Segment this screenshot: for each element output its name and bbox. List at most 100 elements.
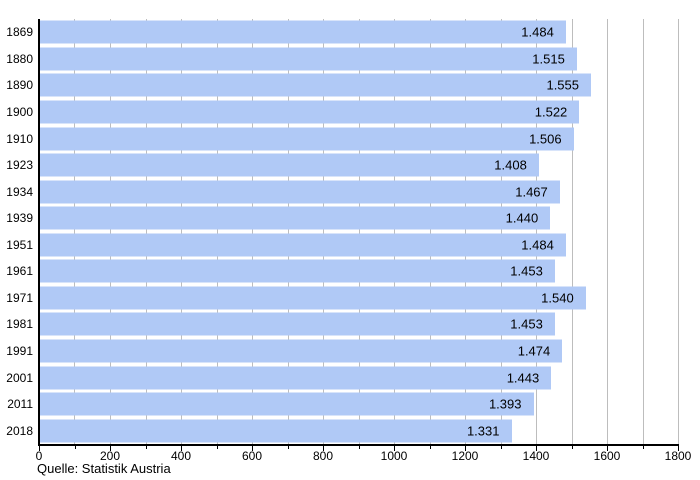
x-tick-major <box>110 446 111 451</box>
year-label: 1951 <box>6 237 33 252</box>
bar-value-label: 1.555 <box>546 77 580 93</box>
bar-value-label: 1.393 <box>488 396 522 412</box>
bar-rows: 1869 1.484 1880 1.515 1890 1.555 1900 1.522 1910… <box>0 19 678 444</box>
bar-row: 1910 1.506 <box>0 125 678 152</box>
year-label: 1923 <box>6 158 33 173</box>
x-tick-label: 1800 <box>664 449 692 463</box>
y-axis-line <box>38 19 40 444</box>
gridline <box>109 19 111 444</box>
year-label: 2001 <box>6 370 33 385</box>
year-label: 1900 <box>6 104 33 119</box>
x-tick-minor <box>287 446 289 449</box>
bar-row: 1961 1.453 <box>0 258 678 285</box>
bar-value-label: 1.440 <box>505 210 539 226</box>
bar-area: 1.453 <box>39 258 678 285</box>
bar: 1.484 <box>39 20 566 44</box>
bar-value-label: 1.443 <box>506 370 540 386</box>
bar: 1.331 <box>39 419 512 443</box>
bar-area: 1.440 <box>39 205 678 232</box>
bar: 1.467 <box>39 180 560 204</box>
year-label: 1939 <box>6 211 33 226</box>
gridline-layer <box>39 19 679 444</box>
gridline <box>606 19 608 444</box>
bar-value-label: 1.408 <box>494 157 527 173</box>
year-label: 1869 <box>6 25 33 40</box>
bar-row: 2001 1.443 <box>0 364 678 391</box>
gridline <box>216 19 218 444</box>
x-tick-major <box>607 446 608 451</box>
x-tick-major <box>465 446 466 451</box>
x-tick-label: 400 <box>170 449 192 463</box>
bar-row: 1934 1.467 <box>0 178 678 205</box>
bar-value-label: 1.484 <box>521 24 554 40</box>
bar: 1.408 <box>39 153 539 177</box>
x-tick-minor <box>145 446 147 449</box>
x-tick-minor <box>571 446 573 449</box>
x-tick-major <box>181 446 182 451</box>
x-tick-minor <box>74 446 76 449</box>
x-tick-label: 200 <box>99 449 121 463</box>
bar: 1.484 <box>39 233 566 257</box>
bar-area: 1.453 <box>39 311 678 338</box>
bar-area: 1.467 <box>39 178 678 205</box>
bar-area: 1.540 <box>39 285 678 312</box>
bar: 1.453 <box>39 312 555 336</box>
gridline <box>429 19 431 444</box>
gridline <box>180 19 182 444</box>
x-tick-major <box>394 446 395 451</box>
bar: 1.443 <box>39 366 552 390</box>
bar-area: 1.484 <box>39 19 678 46</box>
bar-value-label: 1.522 <box>534 104 568 120</box>
year-label: 1890 <box>6 78 33 93</box>
x-tick-minor <box>642 446 644 449</box>
bar-value-label: 1.331 <box>466 423 500 439</box>
bar-area: 1.408 <box>39 152 678 179</box>
year-label: 1991 <box>6 344 33 359</box>
year-label: 1971 <box>6 290 33 305</box>
bar-value-label: 1.506 <box>529 131 562 147</box>
bar: 1.555 <box>39 73 592 97</box>
bar: 1.440 <box>39 206 551 230</box>
year-label: 2018 <box>6 423 33 438</box>
year-label: 1910 <box>6 131 33 146</box>
bar-area: 1.555 <box>39 72 678 99</box>
bar-row: 1951 1.484 <box>0 232 678 259</box>
x-tick-label: 0 <box>35 449 43 463</box>
bar-area: 1.522 <box>39 99 678 126</box>
x-tick-label: 1200 <box>451 449 479 463</box>
bar-row: 1991 1.474 <box>0 338 678 365</box>
bar-row: 2011 1.393 <box>0 391 678 418</box>
x-tick-label: 800 <box>312 449 334 463</box>
source-note: Quelle: Statistik Austria <box>37 461 171 476</box>
bar-area: 1.443 <box>39 364 678 391</box>
gridline <box>394 19 395 444</box>
bar: 1.453 <box>39 259 555 283</box>
year-label: 1880 <box>6 51 33 66</box>
bar-row: 1981 1.453 <box>0 311 678 338</box>
bar-area: 1.484 <box>39 232 678 259</box>
bar-value-label: 1.453 <box>510 316 543 332</box>
x-tick-minor <box>429 446 431 449</box>
gridline <box>465 19 466 444</box>
gridline <box>252 19 253 444</box>
bar-row: 1971 1.540 <box>0 285 678 312</box>
x-tick-minor <box>216 446 218 449</box>
bar-row: 1939 1.440 <box>0 205 678 232</box>
bar-row: 1923 1.408 <box>0 152 678 179</box>
bar-value-label: 1.484 <box>521 237 554 253</box>
bar-area: 1.474 <box>39 338 678 365</box>
year-label: 2011 <box>7 397 33 412</box>
x-tick-minor <box>500 446 502 449</box>
bar-value-label: 1.453 <box>510 263 543 279</box>
gridline <box>536 19 537 444</box>
bar: 1.515 <box>39 47 577 71</box>
x-axis-line <box>38 444 679 446</box>
bar-row: 1880 1.515 <box>0 46 678 73</box>
bar-area: 1.393 <box>39 391 678 418</box>
bar: 1.506 <box>39 127 574 151</box>
x-tick-label: 1600 <box>593 449 621 463</box>
bar-value-label: 1.540 <box>541 290 574 306</box>
